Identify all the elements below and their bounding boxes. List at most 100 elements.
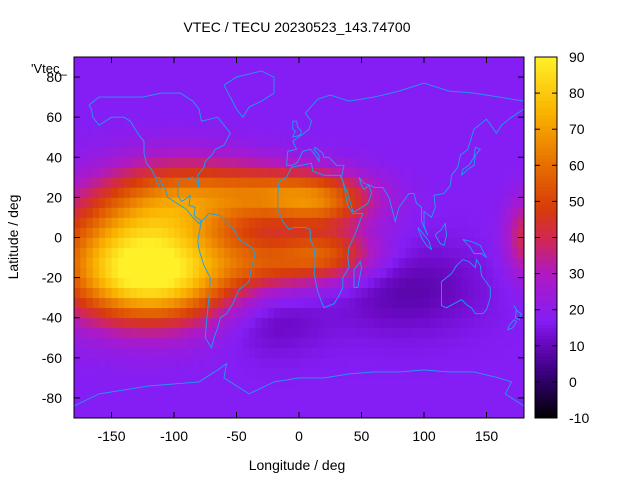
heatmap-cell — [486, 127, 494, 138]
heatmap-cell — [155, 97, 162, 108]
heatmap-cell — [492, 167, 500, 178]
heatmap-cell — [361, 147, 369, 158]
heatmap-cell — [236, 267, 244, 279]
heatmap-cell — [149, 67, 156, 78]
colorbar-segment — [535, 255, 557, 260]
heatmap-cell — [436, 287, 444, 299]
heatmap-cell — [342, 407, 350, 419]
heatmap-cell — [217, 377, 225, 389]
heatmap-cell — [505, 227, 512, 238]
heatmap-cell — [205, 257, 212, 268]
heatmap-cell — [74, 157, 81, 168]
heatmap-cell — [442, 207, 450, 218]
heatmap-cell — [349, 367, 356, 379]
heatmap-cell — [211, 87, 219, 98]
heatmap-cell — [386, 177, 394, 188]
heatmap-cell — [436, 117, 444, 128]
heatmap-cell — [380, 157, 387, 168]
heatmap-cell — [117, 197, 125, 208]
heatmap-cell — [242, 87, 250, 98]
heatmap-cell — [249, 207, 256, 218]
heatmap-cell — [117, 97, 125, 108]
heatmap-cell — [105, 247, 112, 258]
heatmap-cell — [430, 267, 437, 279]
heatmap-cell — [386, 187, 394, 198]
heatmap-cell — [367, 247, 375, 258]
heatmap-cell — [349, 307, 356, 319]
heatmap-cell — [430, 347, 437, 359]
heatmap-cell — [80, 167, 87, 178]
heatmap-cell — [505, 147, 512, 158]
heatmap-cell — [492, 297, 500, 309]
heatmap-cell — [342, 157, 350, 168]
colorbar-tick-label: 10 — [569, 338, 585, 354]
colorbar-segment — [535, 349, 557, 354]
heatmap-cell — [311, 357, 319, 369]
heatmap-cell — [317, 107, 325, 118]
heatmap-cell — [236, 307, 244, 319]
heatmap-cell — [411, 367, 419, 379]
heatmap-cell — [292, 347, 300, 359]
heatmap-cell — [461, 177, 469, 188]
heatmap-cell — [374, 117, 381, 128]
heatmap-cell — [211, 257, 219, 268]
heatmap-cell — [392, 107, 400, 118]
heatmap-cell — [467, 207, 475, 218]
heatmap-cell — [342, 277, 350, 289]
colorbar-segment — [535, 125, 557, 130]
heatmap-cell — [349, 317, 356, 329]
heatmap-cell — [424, 357, 431, 369]
heatmap-cell — [211, 357, 219, 369]
heatmap-cell — [192, 77, 200, 88]
heatmap-cell — [267, 177, 275, 188]
heatmap-cell — [211, 277, 219, 289]
heatmap-cell — [286, 317, 294, 329]
coastline-madagascar — [353, 260, 362, 289]
heatmap-cell — [355, 297, 362, 309]
heatmap-cell — [274, 357, 281, 369]
heatmap-cell — [180, 57, 187, 68]
heatmap-cell — [499, 177, 506, 188]
heatmap-cell — [349, 237, 356, 248]
colorbar-segment — [535, 103, 557, 109]
heatmap-cell — [286, 377, 294, 389]
heatmap-cell — [180, 177, 187, 188]
heatmap-cell — [355, 167, 362, 178]
heatmap-cell — [305, 237, 312, 248]
heatmap-cell — [374, 107, 381, 118]
heatmap-cell — [161, 287, 169, 299]
heatmap-cell — [99, 357, 106, 369]
heatmap-cell — [455, 77, 462, 88]
heatmap-cell — [455, 57, 462, 68]
heatmap-cell — [80, 237, 87, 248]
heatmap-cell — [480, 347, 487, 359]
heatmap-cell — [130, 77, 137, 88]
heatmap-cell — [186, 267, 194, 279]
heatmap-cell — [155, 307, 162, 319]
heatmap-cell — [286, 87, 294, 98]
heatmap-cell — [480, 177, 487, 188]
heatmap-cell — [99, 217, 106, 228]
heatmap-cell — [392, 127, 400, 138]
heatmap-cell — [124, 137, 131, 148]
heatmap-cell — [392, 407, 400, 419]
heatmap-cell — [517, 87, 525, 98]
heatmap-cell — [492, 177, 500, 188]
heatmap-cell — [161, 337, 169, 349]
heatmap-cell — [136, 227, 144, 238]
heatmap-cell — [492, 267, 500, 279]
heatmap-cell — [130, 357, 137, 369]
heatmap-cell — [486, 197, 494, 208]
heatmap-cell — [211, 317, 219, 329]
heatmap-cell — [499, 327, 506, 339]
heatmap-cell — [236, 147, 244, 158]
heatmap-cell — [386, 407, 394, 419]
heatmap-cell — [392, 217, 400, 228]
heatmap-cell — [74, 87, 81, 98]
heatmap-cell — [386, 167, 394, 178]
heatmap-cell — [280, 177, 287, 188]
colorbar-segment — [535, 60, 557, 65]
heatmap-cell — [199, 367, 206, 379]
heatmap-cell — [136, 157, 144, 168]
heatmap-cell — [299, 217, 306, 228]
